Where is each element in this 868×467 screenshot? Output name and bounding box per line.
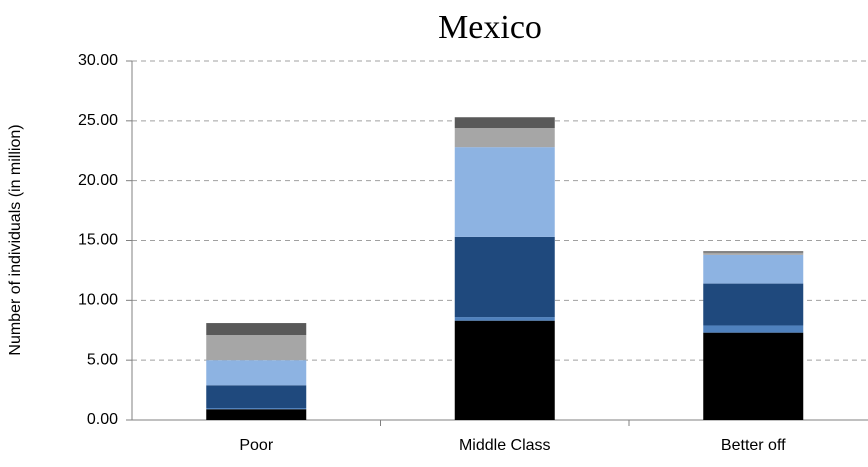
bar-segment <box>454 320 555 420</box>
bar-segment <box>206 360 307 386</box>
bar-segment <box>703 332 804 420</box>
bar-segment <box>454 128 555 148</box>
bar-segment <box>206 335 307 361</box>
y-tick-label: 5.00 <box>87 351 118 368</box>
bar-segment <box>454 147 555 237</box>
bar-segment <box>206 323 307 336</box>
y-tick-label: 15.00 <box>78 232 118 249</box>
bar-segment <box>454 236 555 318</box>
x-tick-label: Middle Class <box>459 437 551 454</box>
y-axis-label: Number of individuals (in million) <box>7 124 24 355</box>
x-tick-label: Poor <box>239 437 273 454</box>
x-tick-label: Better off <box>721 437 786 454</box>
bar-segment <box>703 251 804 253</box>
y-tick-label: 30.00 <box>78 52 118 69</box>
bar-segment <box>206 408 307 410</box>
y-tick-label: 20.00 <box>78 172 118 189</box>
y-tick-label: 0.00 <box>87 411 118 428</box>
bar-segment <box>454 117 555 129</box>
bar-segment <box>703 252 804 255</box>
bar-segment <box>206 409 307 420</box>
y-tick-label: 10.00 <box>78 292 118 309</box>
bar-segment <box>454 317 555 321</box>
bar-segment <box>703 325 804 333</box>
bar-segment <box>703 254 804 284</box>
y-tick-label: 25.00 <box>78 112 118 129</box>
bar-segment <box>703 283 804 326</box>
chart-title: Mexico <box>438 9 542 46</box>
bar-segment <box>206 385 307 409</box>
